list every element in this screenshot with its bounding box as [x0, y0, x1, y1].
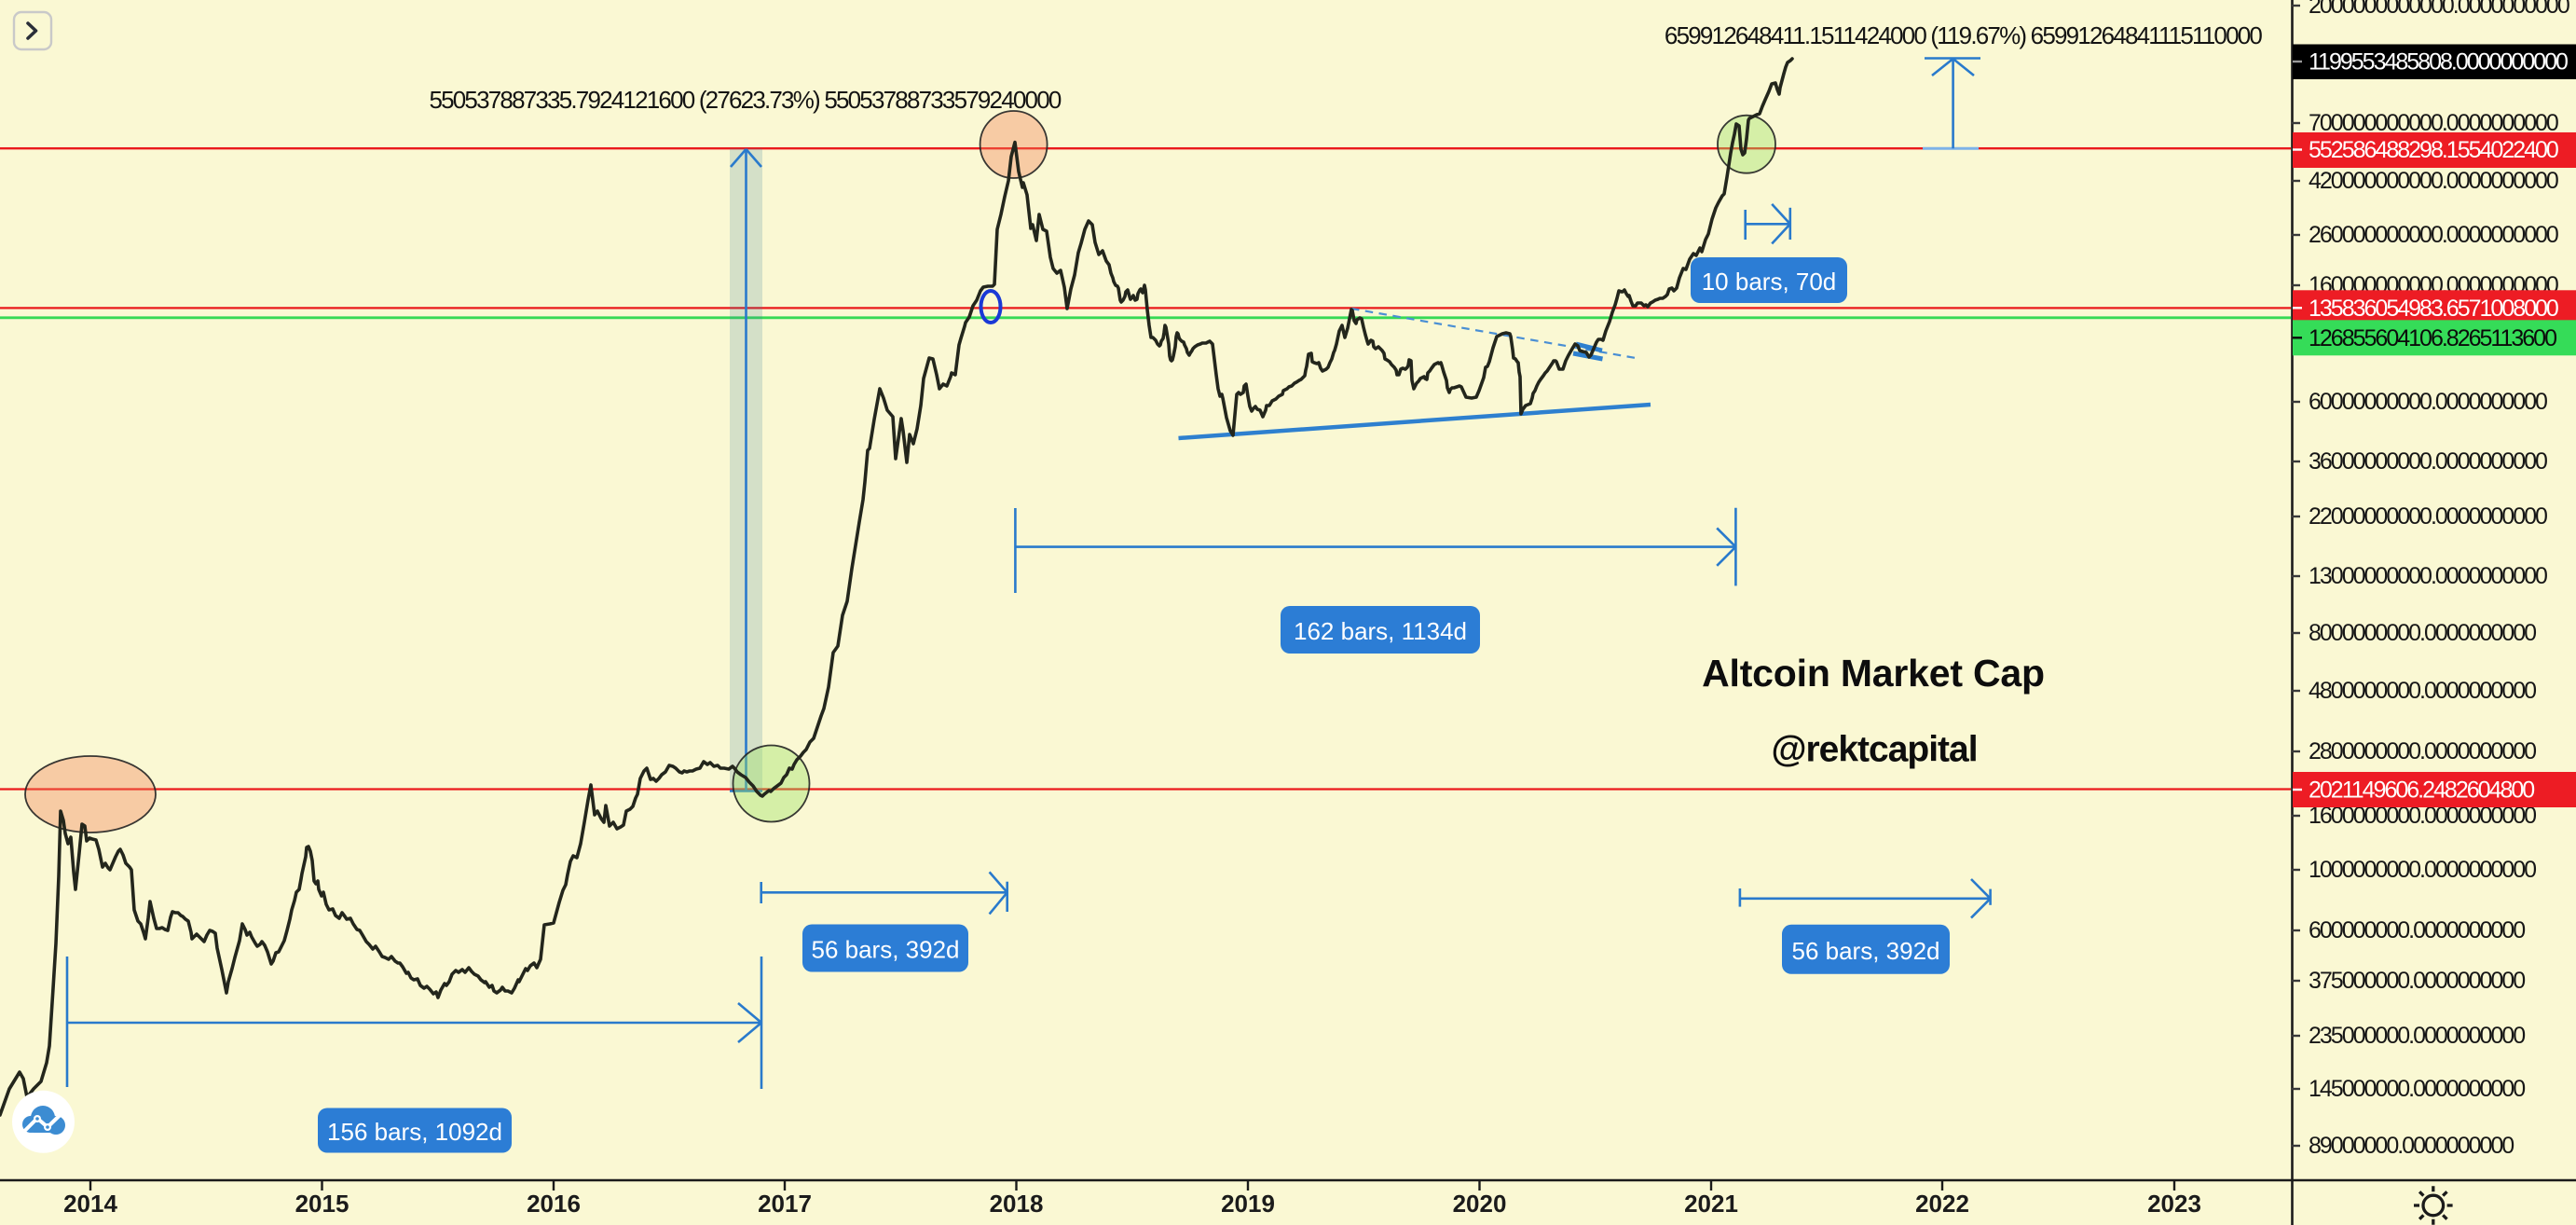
svg-text:552586488298.1554022400: 552586488298.1554022400 — [2309, 137, 2558, 163]
svg-text:2014: 2014 — [63, 1190, 117, 1218]
svg-text:36000000000.0000000000: 36000000000.0000000000 — [2309, 448, 2547, 475]
svg-text:659912648411.1511424000 (119.6: 659912648411.1511424000 (119.67%) 659912… — [1665, 21, 2263, 49]
svg-text:10 bars, 70d: 10 bars, 70d — [1702, 268, 1837, 296]
svg-text:2018: 2018 — [990, 1190, 1044, 1218]
svg-text:2022: 2022 — [1915, 1190, 1969, 1218]
svg-text:22000000000.0000000000: 22000000000.0000000000 — [2309, 503, 2547, 530]
svg-text:8000000000.0000000000: 8000000000.0000000000 — [2309, 620, 2536, 646]
svg-text:2021: 2021 — [1684, 1190, 1738, 1218]
svg-text:2017: 2017 — [758, 1190, 812, 1218]
svg-text:Altcoin Market Cap: Altcoin Market Cap — [1702, 652, 2045, 695]
svg-text:1000000000.0000000000: 1000000000.0000000000 — [2309, 857, 2536, 883]
svg-text:2023: 2023 — [2147, 1190, 2201, 1218]
svg-text:420000000000.0000000000: 420000000000.0000000000 — [2309, 168, 2558, 194]
svg-text:235000000.0000000000: 235000000.0000000000 — [2309, 1023, 2525, 1049]
svg-text:@rektcapital: @rektcapital — [1771, 730, 1977, 770]
svg-text:56 bars, 392d: 56 bars, 392d — [811, 936, 959, 964]
svg-text:2021149606.2482604800: 2021149606.2482604800 — [2309, 778, 2534, 804]
svg-text:375000000.0000000000: 375000000.0000000000 — [2309, 968, 2525, 994]
svg-text:56 bars, 392d: 56 bars, 392d — [1791, 937, 1939, 965]
svg-text:60000000000.0000000000: 60000000000.0000000000 — [2309, 389, 2547, 415]
svg-text:156 bars, 1092d: 156 bars, 1092d — [327, 1118, 502, 1146]
svg-text:2000000000000.0000000000: 2000000000000.0000000000 — [2309, 0, 2569, 19]
svg-text:162 bars, 1134d: 162 bars, 1134d — [1294, 617, 1467, 645]
svg-text:4800000000.0000000000: 4800000000.0000000000 — [2309, 678, 2536, 704]
svg-text:2020: 2020 — [1453, 1190, 1507, 1218]
svg-text:2016: 2016 — [527, 1190, 581, 1218]
svg-text:550537887335.7924121600 (27623: 550537887335.7924121600 (27623.73%) 5505… — [429, 86, 1061, 114]
svg-text:13000000000.0000000000: 13000000000.0000000000 — [2309, 563, 2547, 589]
svg-text:260000000000.0000000000: 260000000000.0000000000 — [2309, 222, 2558, 248]
svg-text:2019: 2019 — [1221, 1190, 1275, 1218]
svg-text:126855604106.8265113600: 126855604106.8265113600 — [2309, 325, 2556, 351]
svg-text:2015: 2015 — [295, 1190, 349, 1218]
svg-text:2800000000.0000000000: 2800000000.0000000000 — [2309, 738, 2536, 764]
svg-text:1199553485808.0000000000: 1199553485808.0000000000 — [2309, 49, 2568, 76]
svg-text:600000000.0000000000: 600000000.0000000000 — [2309, 917, 2525, 943]
svg-text:700000000000.0000000000: 700000000000.0000000000 — [2309, 110, 2558, 136]
svg-text:135836054983.6571008000: 135836054983.6571008000 — [2309, 296, 2558, 322]
svg-text:89000000.0000000000: 89000000.0000000000 — [2309, 1133, 2514, 1159]
svg-text:145000000.0000000000: 145000000.0000000000 — [2309, 1076, 2525, 1102]
